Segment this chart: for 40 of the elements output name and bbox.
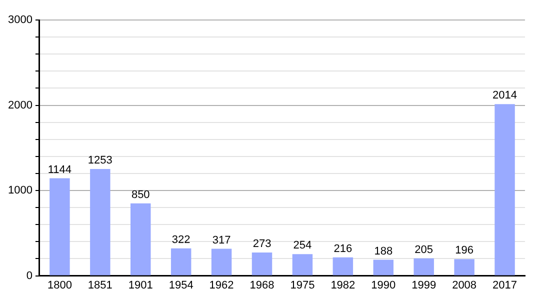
data-label: 188 [374, 245, 393, 258]
x-tick-label: 1901 [128, 279, 153, 292]
y-tick-label: 0 [26, 270, 32, 282]
bar [332, 257, 354, 276]
bar [494, 104, 515, 276]
bar [252, 252, 272, 276]
data-label: 196 [455, 244, 474, 257]
x-tick-label: 1975 [290, 279, 315, 292]
y-tick-label: 2000 [8, 99, 32, 112]
bar [414, 258, 434, 276]
x-tick-label: 1962 [209, 279, 234, 292]
data-label: 317 [212, 234, 231, 246]
data-label: 216 [334, 242, 352, 255]
bar [170, 248, 192, 276]
data-label: 2014 [492, 90, 518, 102]
bar [373, 260, 394, 276]
bar [454, 259, 474, 276]
data-label: 205 [414, 244, 434, 256]
bar [292, 254, 313, 276]
bar [90, 168, 110, 276]
x-tick-label: 1982 [330, 279, 356, 292]
data-label: 1253 [88, 154, 112, 166]
data-label: 850 [131, 188, 150, 201]
x-tick-label: 1954 [168, 279, 194, 292]
data-label: 254 [293, 240, 312, 252]
x-tick-label: 2017 [492, 279, 518, 292]
x-tick-label: 1999 [412, 279, 436, 292]
x-tick-label: 1851 [88, 279, 112, 292]
x-tick-label: 1968 [250, 279, 274, 292]
x-tick-label: 1800 [47, 279, 72, 292]
data-label: 322 [172, 234, 190, 246]
data-label: 273 [252, 238, 272, 250]
bar [130, 203, 151, 276]
bar [211, 248, 232, 276]
bar [50, 178, 70, 276]
y-tick-label: 1000 [8, 184, 32, 197]
x-tick-label: 1990 [371, 279, 396, 292]
x-tick-label: 2008 [452, 279, 477, 292]
y-tick-label: 3000 [8, 14, 32, 26]
data-label: 1144 [48, 164, 72, 176]
